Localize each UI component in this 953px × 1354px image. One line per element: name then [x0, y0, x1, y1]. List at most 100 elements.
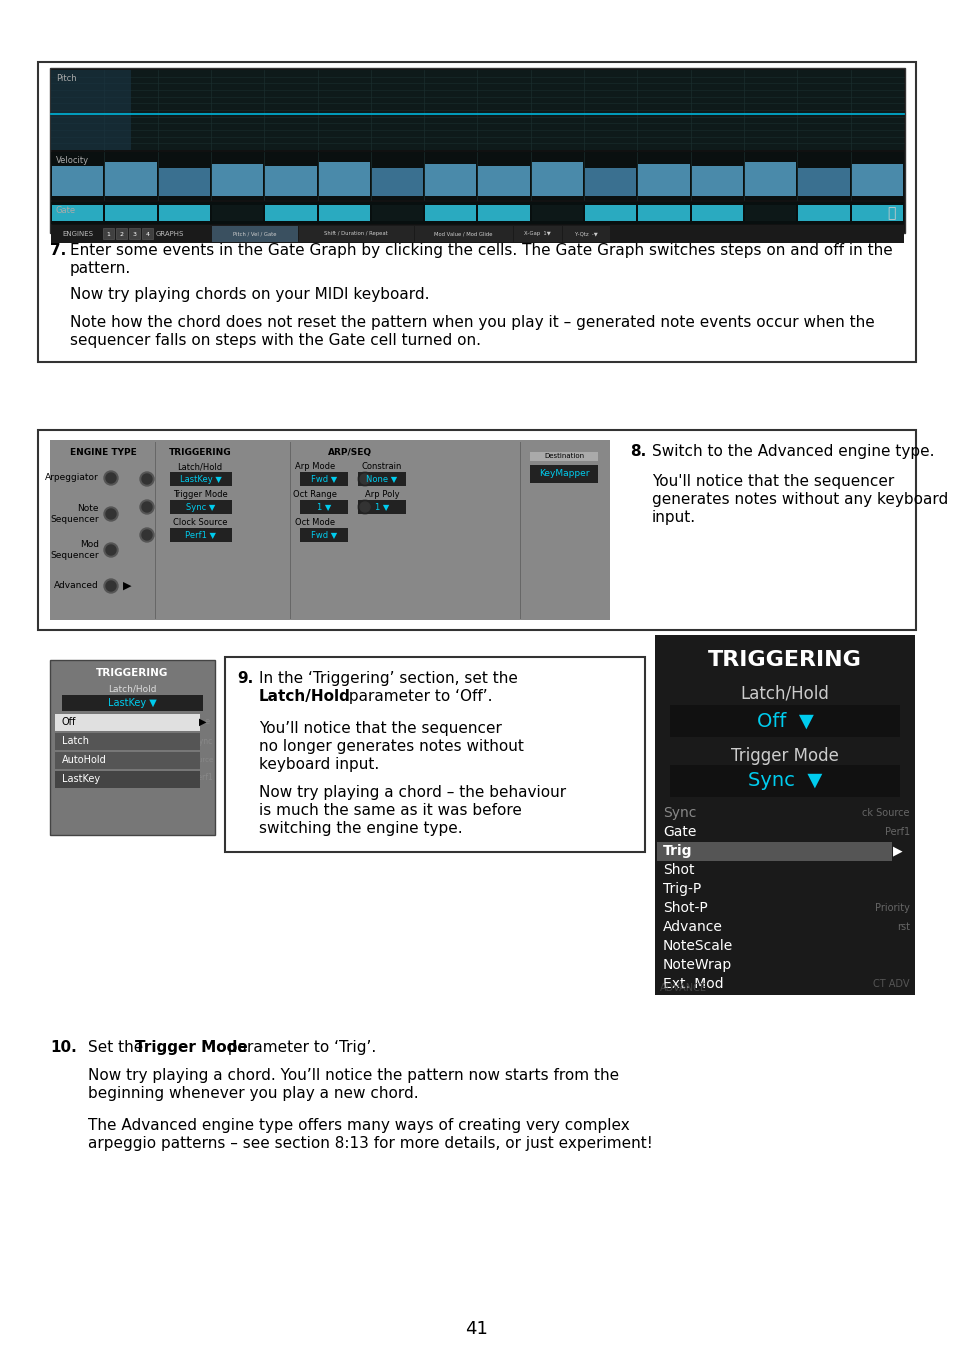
Text: 41: 41 — [465, 1320, 488, 1338]
Bar — [158, 168, 210, 196]
Text: 1: 1 — [107, 232, 111, 237]
Bar — [38, 431, 915, 630]
Bar — [51, 70, 131, 150]
Text: ⮕: ⮕ — [886, 206, 895, 219]
Text: Shift / Duration / Repeat: Shift / Duration / Repeat — [324, 232, 388, 237]
Text: generates notes without any keyboard: generates notes without any keyboard — [651, 492, 947, 506]
Text: beginning whenever you play a new chord.: beginning whenever you play a new chord. — [88, 1086, 418, 1101]
Text: The Advanced engine type offers many ways of creating very complex: The Advanced engine type offers many way… — [88, 1118, 629, 1133]
Text: parameter to ‘Off’.: parameter to ‘Off’. — [344, 689, 492, 704]
Text: Arp Mode: Arp Mode — [294, 462, 335, 471]
Text: ▶: ▶ — [199, 718, 207, 727]
Text: ck Source: ck Source — [862, 808, 909, 818]
Text: AutoHold: AutoHold — [62, 756, 107, 765]
Bar — [158, 168, 210, 196]
Circle shape — [357, 500, 372, 515]
Circle shape — [140, 528, 153, 542]
Circle shape — [359, 474, 370, 483]
Text: Priority: Priority — [874, 903, 909, 913]
Text: ▶: ▶ — [892, 845, 902, 857]
Bar — [298, 226, 414, 242]
Text: 1 ▼: 1 ▼ — [375, 502, 389, 512]
Text: GRAPHS: GRAPHS — [155, 232, 184, 237]
Bar — [798, 168, 849, 196]
Text: Shot-P: Shot-P — [662, 900, 707, 915]
Bar — [51, 152, 903, 200]
Text: Trigger Mode: Trigger Mode — [135, 1040, 248, 1055]
Text: Gate: Gate — [662, 825, 696, 839]
Text: Perf1: Perf1 — [884, 827, 909, 837]
Bar — [478, 167, 529, 196]
Text: Trigger Mode: Trigger Mode — [730, 747, 838, 765]
Text: Latch/Hold: Latch/Hold — [258, 689, 351, 704]
Bar — [657, 842, 891, 861]
Text: KeyMapper: KeyMapper — [538, 470, 589, 478]
Bar — [318, 162, 370, 196]
Text: Now try playing a chord – the behaviour: Now try playing a chord – the behaviour — [258, 785, 565, 800]
Bar — [530, 452, 598, 460]
Text: 9.: 9. — [236, 672, 253, 686]
Text: LastKey: LastKey — [62, 774, 100, 784]
Bar — [584, 168, 636, 196]
Text: Gate: Gate — [56, 206, 76, 215]
Bar — [142, 227, 152, 240]
Circle shape — [357, 473, 372, 486]
Text: Note
Sequencer: Note Sequencer — [51, 504, 99, 524]
Bar — [212, 226, 297, 242]
Text: Fwd ▼: Fwd ▼ — [311, 474, 336, 483]
Text: Latch: Latch — [62, 737, 89, 746]
Bar — [50, 68, 904, 233]
Circle shape — [140, 473, 153, 486]
Bar — [116, 227, 127, 240]
Text: CT ADV: CT ADV — [873, 979, 909, 988]
Text: 7.: 7. — [50, 242, 66, 259]
Bar — [372, 168, 423, 196]
Circle shape — [142, 474, 152, 483]
Circle shape — [104, 471, 118, 485]
Bar — [52, 167, 103, 196]
Text: Fwd ▼: Fwd ▼ — [311, 531, 336, 539]
Text: Trig: Trig — [662, 844, 692, 858]
Bar — [50, 440, 609, 620]
Text: Velocity: Velocity — [56, 156, 89, 165]
Bar — [415, 226, 513, 242]
Text: LastKey ▼: LastKey ▼ — [180, 474, 222, 483]
Circle shape — [142, 529, 152, 540]
Text: NoteWrap: NoteWrap — [662, 959, 732, 972]
Bar — [744, 162, 796, 196]
Circle shape — [104, 543, 118, 556]
Bar — [299, 500, 348, 515]
Bar — [103, 227, 113, 240]
Text: Latch/Hold: Latch/Hold — [740, 685, 828, 703]
Bar — [478, 204, 529, 221]
Text: ENGINES: ENGINES — [63, 232, 93, 237]
Bar — [638, 164, 689, 196]
Text: ADVANCE: ADVANCE — [659, 983, 706, 992]
Text: In the ‘Triggering’ section, set the: In the ‘Triggering’ section, set the — [258, 672, 517, 686]
Text: 8.: 8. — [629, 444, 645, 459]
Bar — [299, 528, 348, 542]
Bar — [212, 204, 263, 221]
Text: sequencer falls on steps with the Gate cell turned on.: sequencer falls on steps with the Gate c… — [70, 333, 480, 348]
Text: X-Gap  1▼: X-Gap 1▼ — [524, 232, 551, 237]
Bar — [357, 473, 406, 486]
Bar — [562, 226, 610, 242]
Text: Mod Value / Mod Glide: Mod Value / Mod Glide — [434, 232, 493, 237]
Text: ▶: ▶ — [123, 581, 132, 590]
Text: Arp Poly: Arp Poly — [364, 490, 399, 500]
Text: Trig-P: Trig-P — [662, 881, 700, 896]
Circle shape — [142, 502, 152, 512]
Bar — [531, 204, 582, 221]
Text: Now try playing chords on your MIDI keyboard.: Now try playing chords on your MIDI keyb… — [70, 287, 429, 302]
Bar — [51, 202, 903, 223]
Text: Arpeggiator: Arpeggiator — [45, 474, 99, 482]
Bar — [170, 473, 232, 486]
Bar — [514, 226, 561, 242]
Circle shape — [104, 580, 118, 593]
Bar — [170, 528, 232, 542]
Text: None ▼: None ▼ — [366, 474, 397, 483]
Bar — [105, 162, 156, 196]
Text: LastKey ▼: LastKey ▼ — [108, 699, 156, 708]
Text: Constrain: Constrain — [361, 462, 402, 471]
Text: TRIGGERING: TRIGGERING — [169, 448, 231, 458]
